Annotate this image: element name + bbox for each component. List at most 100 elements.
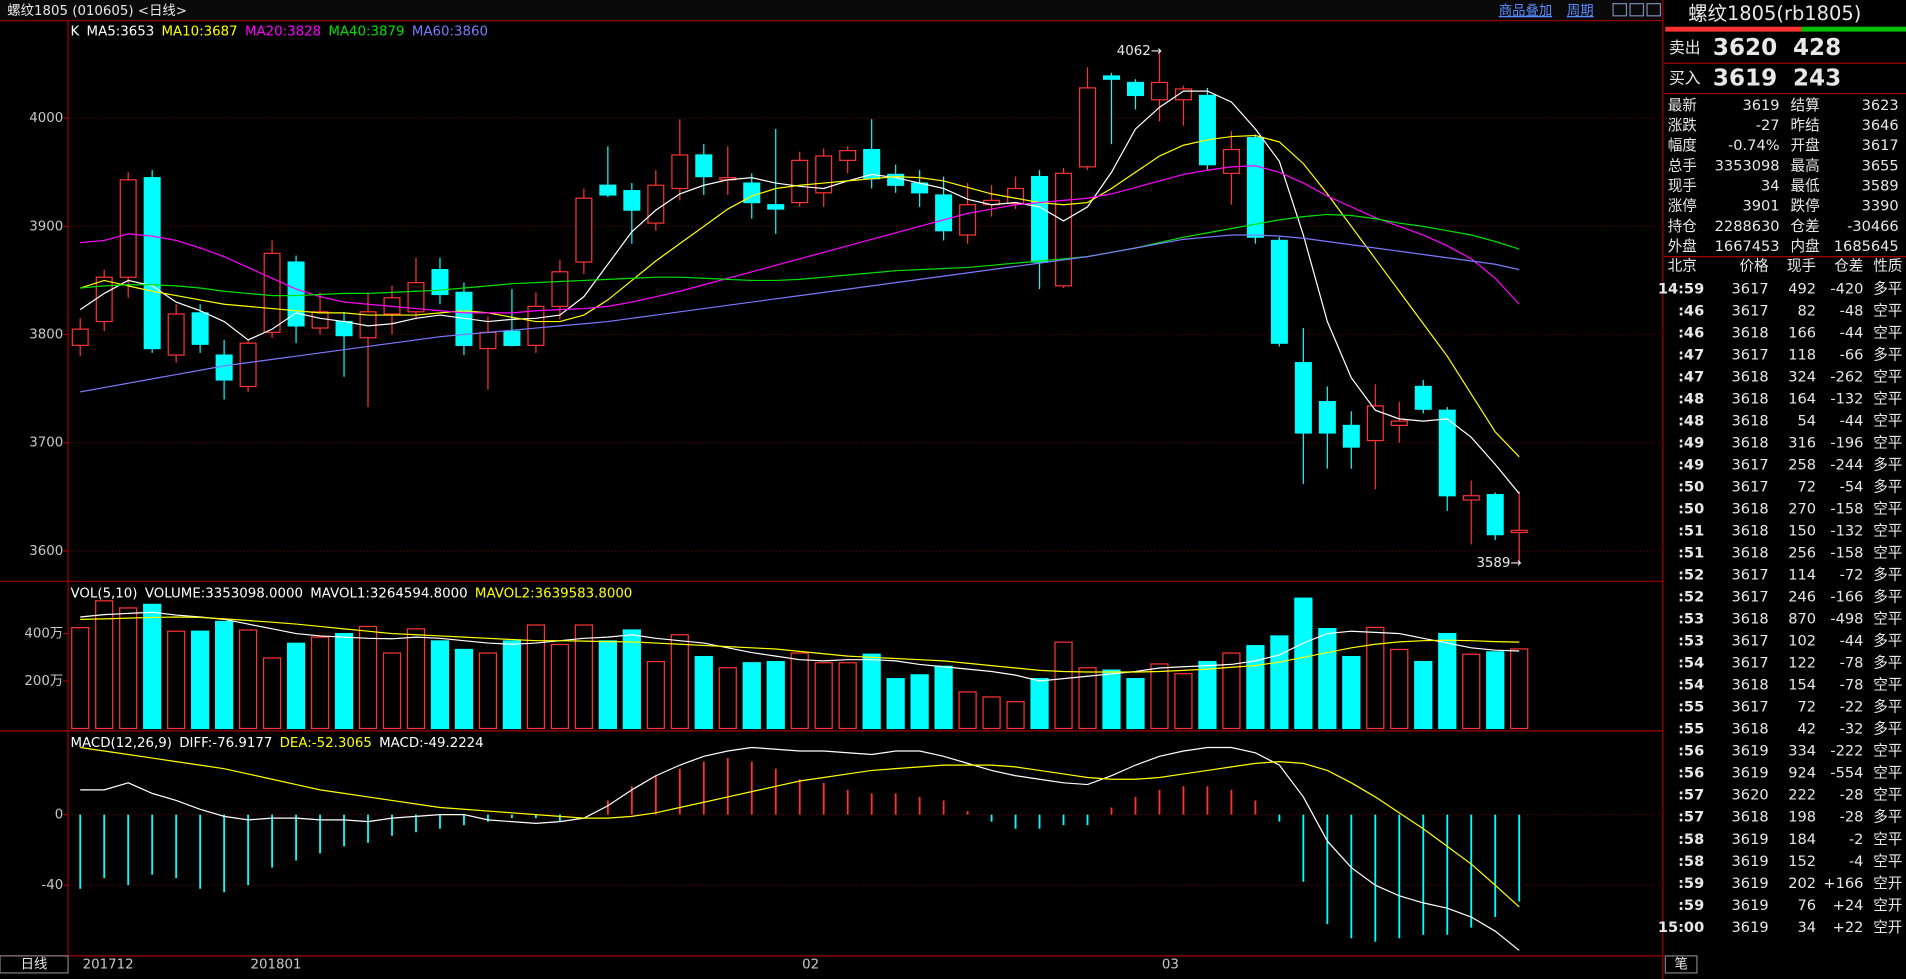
trade-cell: 多平 xyxy=(1873,457,1902,474)
trade-cell: 3617 xyxy=(1732,567,1769,584)
volume-bar xyxy=(1222,652,1241,730)
trade-cell: -4 xyxy=(1849,853,1864,870)
trade-cell: :55 xyxy=(1678,699,1704,716)
trade-cell: 空平 xyxy=(1873,435,1902,452)
view-button[interactable] xyxy=(1629,3,1645,17)
trade-cell: 256 xyxy=(1788,545,1816,562)
view-buttons xyxy=(1612,3,1662,17)
indicator-line xyxy=(80,616,1520,673)
volume-bar xyxy=(286,642,306,730)
stat-label: 跌停 xyxy=(1791,198,1820,215)
legend-item: MA20:3828 xyxy=(245,25,321,40)
legend-item: MA5:3653 xyxy=(87,25,155,40)
candle-body xyxy=(1079,87,1097,168)
trade-cell: 76 xyxy=(1797,897,1816,914)
candle-body xyxy=(839,150,857,161)
trade-cell: 空平 xyxy=(1873,501,1902,518)
volume-bar xyxy=(215,620,234,730)
indicator-line xyxy=(80,213,1520,297)
candle-body xyxy=(239,342,257,388)
period-link[interactable]: 周期 xyxy=(1567,3,1594,19)
candle-body xyxy=(1390,420,1408,427)
stat-value: 3390 xyxy=(1862,198,1899,215)
volume-bar xyxy=(382,652,402,730)
trade-cell: 152 xyxy=(1788,853,1816,870)
x-tick-label: 03 xyxy=(1162,957,1179,972)
trade-cell: 空平 xyxy=(1873,831,1902,848)
trade-cell: 3619 xyxy=(1732,919,1769,936)
trade-cell: :46 xyxy=(1678,302,1704,319)
volume-bar xyxy=(910,674,929,730)
trade-cell: 3619 xyxy=(1732,765,1769,782)
trade-cell: 870 xyxy=(1788,611,1816,628)
detail-tab[interactable] xyxy=(1664,955,1698,974)
candle-body xyxy=(1126,81,1144,97)
candle-body xyxy=(263,252,281,333)
trade-cell: 222 xyxy=(1788,787,1816,804)
ask-label: 卖出 xyxy=(1669,38,1701,57)
trade-cell: -158 xyxy=(1830,501,1863,518)
legend-item: MAVOL1:3264594.8000 xyxy=(310,586,467,601)
trade-cell: -22 xyxy=(1840,699,1864,716)
trade-cell: +24 xyxy=(1833,897,1864,914)
bid-price: 3619 xyxy=(1713,66,1777,92)
legend-item: DIFF:-76.9177 xyxy=(179,736,272,751)
volume-bar xyxy=(430,640,450,730)
trade-cell: 空平 xyxy=(1873,545,1902,562)
trade-cell: 3618 xyxy=(1732,435,1769,452)
trade-cell: 14:59 xyxy=(1658,280,1704,297)
trade-cell: :49 xyxy=(1678,435,1704,452)
volume-bar xyxy=(814,662,833,730)
trade-cell: -262 xyxy=(1830,368,1863,385)
candle-body xyxy=(935,194,953,232)
volume-bar xyxy=(71,627,90,730)
volume-bar xyxy=(238,629,258,730)
volume-bar xyxy=(1030,678,1049,730)
period-tab[interactable] xyxy=(0,955,69,974)
trade-cell: 3619 xyxy=(1732,853,1769,870)
trade-cell: -244 xyxy=(1830,457,1863,474)
bid-label: 买入 xyxy=(1669,69,1701,88)
trade-cell: 3619 xyxy=(1732,897,1769,914)
trade-cell: -166 xyxy=(1830,589,1863,606)
indicator-line xyxy=(79,90,1520,494)
volume-bar xyxy=(958,691,977,730)
trade-cell: 空平 xyxy=(1873,523,1902,540)
volume-bar xyxy=(454,648,474,730)
trade-cell: 72 xyxy=(1797,699,1816,716)
trade-cell: 空平 xyxy=(1873,324,1902,341)
candle-body xyxy=(1438,409,1456,497)
trade-cell: :48 xyxy=(1678,413,1704,430)
ask-price: 3620 xyxy=(1713,35,1777,61)
trade-cell: -196 xyxy=(1830,435,1863,452)
candle-body xyxy=(167,313,185,356)
stat-label: 内盘 xyxy=(1791,237,1820,255)
detail-tab-label: 笔 xyxy=(1674,956,1687,972)
trade-cell: 3617 xyxy=(1732,346,1769,363)
volume-bar xyxy=(1486,651,1505,730)
trade-cell: 15:00 xyxy=(1658,919,1704,936)
trade-cell: :49 xyxy=(1678,457,1704,474)
stat-value: 2288630 xyxy=(1715,218,1780,235)
overlay-link[interactable]: 商品叠加 xyxy=(1499,3,1552,19)
volume-bar xyxy=(790,652,809,730)
trade-cell: -32 xyxy=(1840,721,1864,738)
volume-bar xyxy=(310,636,330,730)
view-button[interactable] xyxy=(1646,3,1662,17)
trade-cell: 空开 xyxy=(1873,919,1902,936)
trade-cell: -78 xyxy=(1840,655,1864,672)
candle-body xyxy=(551,271,569,308)
volume-bar xyxy=(1342,655,1361,730)
volume-bar xyxy=(358,625,378,730)
trade-cell: 多平 xyxy=(1873,589,1902,606)
trade-cell: 150 xyxy=(1788,523,1816,540)
volume-bar xyxy=(694,655,713,730)
trade-cell: :56 xyxy=(1678,743,1704,760)
trade-cell: 多平 xyxy=(1873,479,1902,496)
volume-bar xyxy=(598,640,617,730)
indicator-line xyxy=(80,165,1520,314)
change-bar xyxy=(1801,26,1906,32)
legend: MACD(12,26,9) DIFF:-76.9177 DEA:-52.3065 MA… xyxy=(71,736,484,751)
view-button[interactable] xyxy=(1612,3,1628,17)
